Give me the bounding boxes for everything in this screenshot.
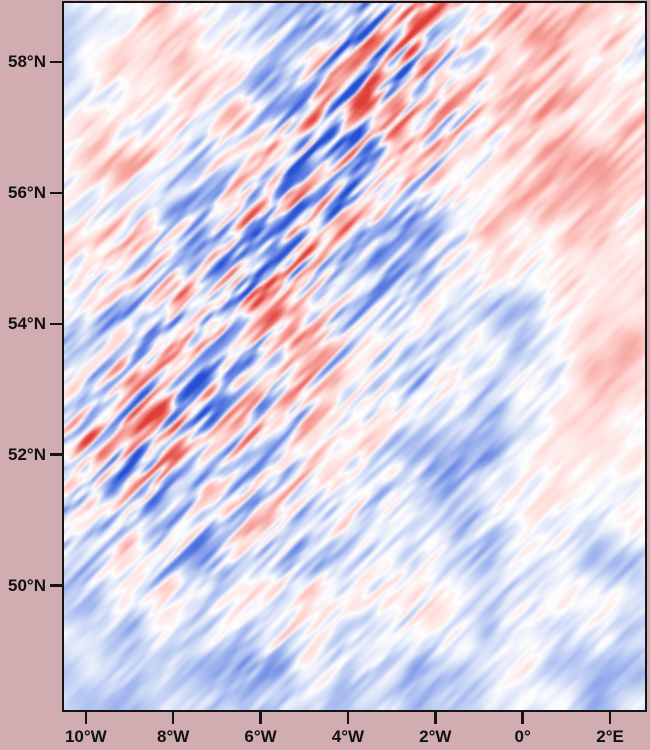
y-tick-mark [50, 584, 62, 587]
x-tick-mark [434, 712, 437, 724]
x-tick-label-1: 8°W [157, 727, 190, 746]
x-tick-label-2: 6°W [244, 727, 277, 746]
y-tick-label-0: 58°N [8, 51, 46, 71]
x-tick-mark [346, 712, 350, 724]
y-tick-mark [50, 191, 62, 195]
y-tick-label-1: 56°N [8, 182, 46, 202]
x-tick-mark [259, 712, 262, 724]
x-tick-mark [84, 712, 88, 724]
heatmap-canvas [64, 3, 645, 710]
x-tick-label-3: 4°W [331, 727, 365, 746]
x-tick-mark [608, 712, 612, 724]
y-tick-label-3: 52°N [8, 444, 46, 464]
y-tick-mark [50, 453, 62, 456]
y-tick-mark [50, 60, 62, 64]
x-tick-label-5: 0° [514, 727, 531, 746]
x-tick-label-4: 2°W [419, 727, 452, 746]
y-tick-mark [50, 322, 62, 326]
x-tick-mark [171, 712, 175, 724]
x-tick-label-0: 10°W [64, 727, 107, 746]
y-tick-label-2: 54°N [8, 313, 46, 333]
y-tick-label-4: 50°N [8, 575, 46, 595]
x-tick-label-6: 2°E [596, 727, 624, 746]
map-plot-area [62, 1, 647, 712]
x-tick-mark [521, 712, 524, 724]
